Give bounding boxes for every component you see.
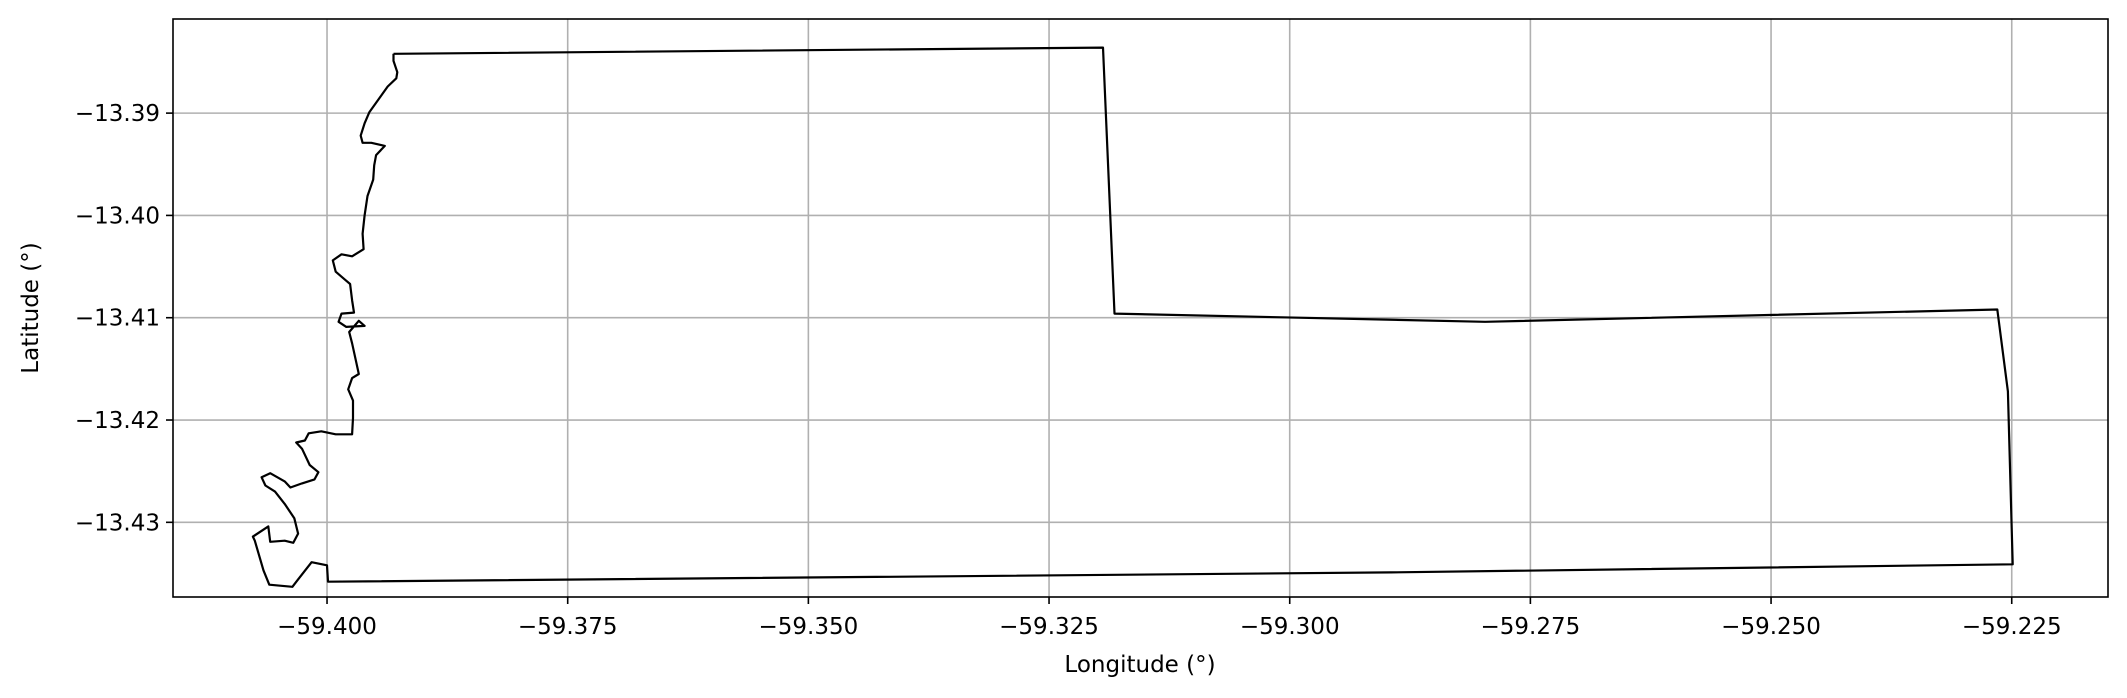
x-axis-label: Longitude (°) xyxy=(1064,652,1215,678)
x-tick-label: −59.375 xyxy=(518,614,618,640)
x-tick-label: −59.300 xyxy=(1240,614,1340,640)
x-tick-label: −59.350 xyxy=(758,614,858,640)
x-tick-label: −59.250 xyxy=(1721,614,1821,640)
x-tick-label: −59.400 xyxy=(277,614,377,640)
boundary-line xyxy=(251,46,2014,588)
grid xyxy=(173,19,2108,597)
x-tick-label: −59.325 xyxy=(999,614,1099,640)
x-tick-label: −59.225 xyxy=(1962,614,2062,640)
y-tick-label: −13.43 xyxy=(75,510,160,536)
y-axis-label: Latitude (°) xyxy=(18,242,44,373)
y-tick-label: −13.39 xyxy=(75,101,160,127)
y-tick-label: −13.42 xyxy=(75,408,160,434)
x-tick-label: −59.275 xyxy=(1481,614,1581,640)
axes-frame xyxy=(172,18,2109,598)
y-tick-label: −13.40 xyxy=(75,203,160,229)
y-tick-label: −13.41 xyxy=(75,306,160,332)
plot-area xyxy=(251,46,2014,588)
ticks: −59.400 −59.375 −59.350 −59.325 −59.300 −59.2… xyxy=(75,101,2062,640)
